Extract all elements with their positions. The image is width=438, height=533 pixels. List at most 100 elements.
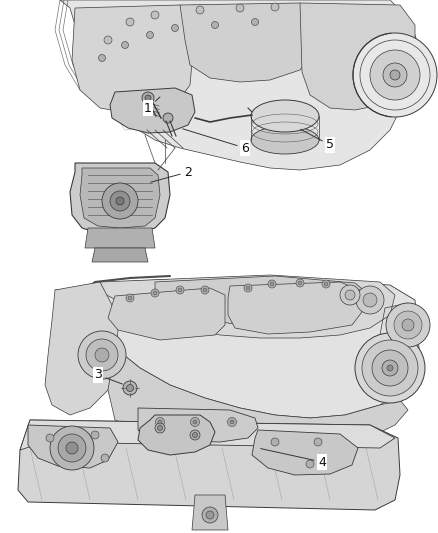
Circle shape <box>127 384 134 392</box>
Circle shape <box>190 430 200 440</box>
Circle shape <box>86 339 118 371</box>
Polygon shape <box>138 408 258 442</box>
Circle shape <box>382 360 398 376</box>
Text: 3: 3 <box>94 368 122 384</box>
Ellipse shape <box>251 100 319 132</box>
Polygon shape <box>300 3 415 110</box>
Circle shape <box>176 286 184 294</box>
Text: 5: 5 <box>300 130 334 151</box>
Circle shape <box>270 282 274 286</box>
Circle shape <box>102 183 138 219</box>
Circle shape <box>153 291 157 295</box>
Polygon shape <box>138 415 215 455</box>
Circle shape <box>314 438 322 446</box>
Text: 1: 1 <box>144 97 160 115</box>
Circle shape <box>298 281 302 285</box>
Polygon shape <box>85 228 155 248</box>
Circle shape <box>206 511 214 519</box>
Circle shape <box>151 11 159 19</box>
Circle shape <box>324 282 328 286</box>
Circle shape <box>95 348 109 362</box>
Circle shape <box>116 197 124 205</box>
Polygon shape <box>0 0 438 270</box>
Ellipse shape <box>251 126 319 154</box>
Circle shape <box>362 340 418 396</box>
Circle shape <box>146 31 153 38</box>
Circle shape <box>390 70 400 80</box>
Circle shape <box>126 294 134 302</box>
Circle shape <box>271 438 279 446</box>
Polygon shape <box>155 276 368 326</box>
Circle shape <box>193 420 197 424</box>
Polygon shape <box>0 275 438 533</box>
Circle shape <box>202 507 218 523</box>
Circle shape <box>121 42 128 49</box>
Polygon shape <box>252 430 358 475</box>
Circle shape <box>126 18 134 26</box>
Circle shape <box>128 296 132 300</box>
Circle shape <box>212 21 219 28</box>
Polygon shape <box>55 278 420 418</box>
Circle shape <box>251 19 258 26</box>
Circle shape <box>58 434 86 462</box>
Circle shape <box>268 280 276 288</box>
Polygon shape <box>18 420 400 510</box>
Circle shape <box>145 95 151 101</box>
Circle shape <box>155 423 165 433</box>
Circle shape <box>101 454 109 462</box>
Circle shape <box>158 420 162 424</box>
Polygon shape <box>72 5 195 115</box>
Circle shape <box>66 442 78 454</box>
Polygon shape <box>228 282 362 334</box>
Polygon shape <box>180 3 320 82</box>
Polygon shape <box>100 275 395 338</box>
Circle shape <box>271 3 279 11</box>
Circle shape <box>99 54 106 61</box>
Circle shape <box>192 432 198 438</box>
Polygon shape <box>192 495 228 530</box>
Circle shape <box>244 284 252 292</box>
Polygon shape <box>108 348 408 447</box>
Circle shape <box>387 365 393 371</box>
Circle shape <box>363 293 377 307</box>
Circle shape <box>91 431 99 439</box>
Circle shape <box>246 286 250 290</box>
Circle shape <box>394 311 422 339</box>
Circle shape <box>356 286 384 314</box>
Circle shape <box>370 50 420 100</box>
Circle shape <box>191 417 199 426</box>
Circle shape <box>172 25 179 31</box>
Text: 4: 4 <box>261 449 326 469</box>
Circle shape <box>78 331 126 379</box>
Polygon shape <box>110 88 195 133</box>
Circle shape <box>203 288 207 292</box>
Polygon shape <box>70 163 170 235</box>
Polygon shape <box>108 288 225 340</box>
Circle shape <box>353 33 437 117</box>
Circle shape <box>296 279 304 287</box>
Circle shape <box>196 6 204 14</box>
Polygon shape <box>92 248 148 262</box>
Circle shape <box>322 280 330 288</box>
Circle shape <box>50 426 94 470</box>
Circle shape <box>355 333 425 403</box>
Circle shape <box>178 288 182 292</box>
Circle shape <box>345 290 355 300</box>
Text: 2: 2 <box>151 166 192 182</box>
Text: 6: 6 <box>183 129 249 155</box>
Circle shape <box>155 417 165 426</box>
Circle shape <box>158 425 162 431</box>
Circle shape <box>123 381 137 395</box>
Circle shape <box>306 460 314 468</box>
Circle shape <box>230 420 234 424</box>
Circle shape <box>151 289 159 297</box>
Circle shape <box>142 92 154 104</box>
Circle shape <box>383 63 407 87</box>
Circle shape <box>402 319 414 331</box>
Polygon shape <box>80 168 160 228</box>
Circle shape <box>46 434 54 442</box>
Circle shape <box>372 350 408 386</box>
Polygon shape <box>20 420 395 450</box>
Circle shape <box>104 36 112 44</box>
Circle shape <box>201 286 209 294</box>
